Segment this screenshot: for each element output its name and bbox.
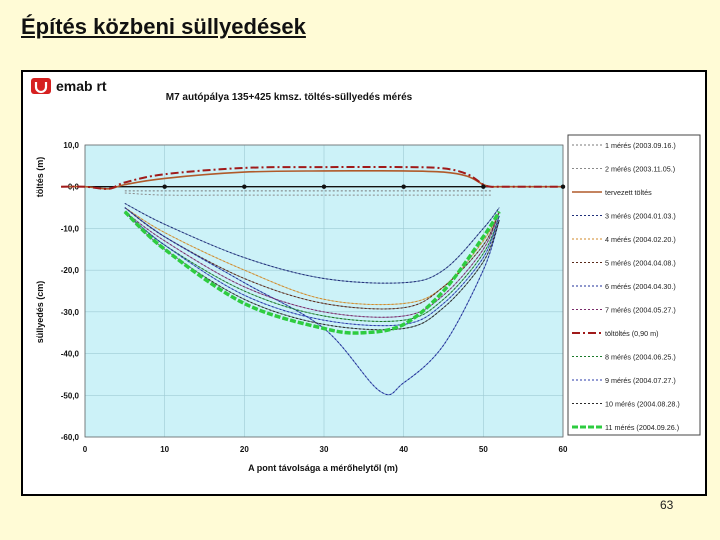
- legend-entry: 10 mérés (2004.08.28.): [605, 400, 680, 409]
- legend-entry: 4 mérés (2004.02.20.): [605, 235, 676, 244]
- y-tick-label: -50,0: [61, 391, 80, 400]
- x-tick-label: 10: [160, 445, 169, 454]
- y-axis-label-bottom: süllyedés (cm): [35, 281, 45, 344]
- survey-points: [162, 184, 566, 189]
- survey-point: [560, 184, 566, 189]
- page-number: 63: [660, 498, 674, 512]
- legend-entry: 2 mérés (2003.11.05.): [605, 165, 675, 174]
- survey-point: [321, 184, 327, 189]
- series-line: [123, 210, 501, 335]
- y-tick-label: 10,0: [63, 141, 79, 150]
- y-tick-label: -30,0: [61, 308, 80, 317]
- y-axis-label-top: töltés (m): [35, 157, 45, 198]
- y-tick-label: -40,0: [61, 350, 80, 359]
- chart-frame: emab rt M7 autópálya 135+425 kmsz. tölté…: [21, 70, 707, 496]
- x-tick-label: 0: [83, 445, 88, 454]
- legend-entry: 6 mérés (2004.04.30.): [605, 282, 676, 291]
- series-line: [61, 165, 563, 190]
- legend-box: [567, 134, 701, 436]
- survey-point: [242, 184, 247, 189]
- x-tick-label: 50: [479, 445, 488, 454]
- survey-point: [162, 184, 167, 189]
- series-trend-line: [124, 203, 500, 284]
- x-tick-label: 30: [320, 445, 329, 454]
- series-trend-line: [124, 207, 500, 306]
- legend-entry: 1 mérés (2003.09.16.): [605, 141, 676, 150]
- slide-title: Építés közbeni süllyedések: [21, 14, 306, 39]
- x-tick-label: 60: [559, 445, 568, 454]
- legend-entry: 9 mérés (2004.07.27.): [605, 376, 676, 385]
- series-trend-line: [124, 207, 500, 396]
- emab-logo-icon: [31, 78, 51, 94]
- x-axis-label: A pont távolsága a mérőhelytől (m): [248, 463, 398, 473]
- chart-title: M7 autópálya 135+425 kmsz. töltés-süllye…: [166, 92, 413, 103]
- legend-entry: töltöltés (0,90 m): [605, 329, 659, 338]
- legend-entry: 8 mérés (2004.06.25.): [605, 353, 676, 362]
- legend: 1 mérés (2003.09.16.) 2 mérés (2003.11.05…: [572, 141, 680, 432]
- legend-entry: 5 mérés (2004.04.08.): [605, 259, 676, 268]
- x-tick-label: 20: [240, 445, 249, 454]
- y-tick-label: -60,0: [61, 433, 80, 442]
- series-lines: [61, 165, 563, 396]
- series-trend-line: [124, 211, 500, 327]
- settlement-chart: emab rt M7 autópálya 135+425 kmsz. tölté…: [31, 78, 701, 473]
- x-tick-labels: 0 10 20 30 40 50 60: [83, 445, 568, 454]
- brand-name: emab rt: [56, 78, 107, 94]
- legend-entry: tervezett töltés: [605, 188, 652, 197]
- plot-frame: [84, 144, 564, 438]
- survey-point: [401, 184, 406, 189]
- y-tick-label: -10,0: [61, 224, 80, 233]
- legend-entry: 3 mérés (2004.01.03.): [605, 212, 676, 221]
- y-tick-label: -20,0: [61, 266, 80, 275]
- survey-point: [481, 184, 486, 189]
- legend-entry: 11 mérés (2004.09.26.): [605, 423, 679, 432]
- legend-entry: 7 mérés (2004.05.27.): [605, 306, 676, 315]
- series-trend-line: [124, 211, 500, 318]
- x-tick-label: 40: [399, 445, 408, 454]
